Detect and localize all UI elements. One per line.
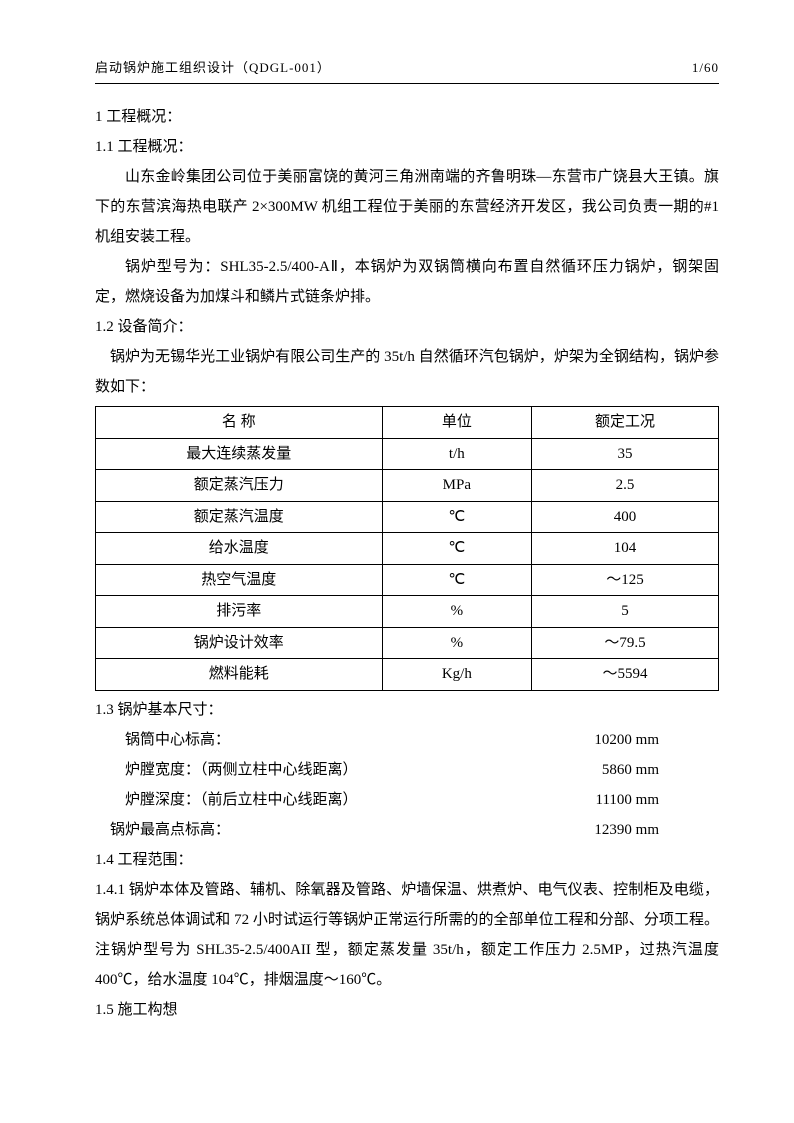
cell-unit: MPa: [382, 470, 532, 502]
header-page-number: 1/60: [692, 55, 719, 81]
cell-val: ～125: [532, 564, 719, 596]
cell-name: 锅炉设计效率: [96, 627, 383, 659]
table-row: 额定蒸汽温度℃400: [96, 501, 719, 533]
section-1-3-title: 1.3 锅炉基本尺寸：: [95, 695, 719, 725]
dimension-row: 锅筒中心标高： 10200 mm: [95, 725, 719, 755]
cell-unit: ℃: [382, 533, 532, 565]
cell-name: 额定蒸汽温度: [96, 501, 383, 533]
table-header-unit: 单位: [382, 407, 532, 439]
table-header-row: 名 称 单位 额定工况: [96, 407, 719, 439]
table-row: 额定蒸汽压力MPa2.5: [96, 470, 719, 502]
dimension-label: 炉膛宽度：（两侧立柱中心线距离）: [95, 755, 358, 785]
cell-val: 2.5: [532, 470, 719, 502]
dimension-row: 炉膛深度：（前后立柱中心线距离） 11100 mm: [95, 785, 719, 815]
dimension-value: 5860 mm: [602, 755, 719, 785]
table-header-name: 名 称: [96, 407, 383, 439]
table-row: 锅炉设计效率%～79.5: [96, 627, 719, 659]
paragraph-2: 锅炉型号为：SHL35-2.5/400-AⅡ，本锅炉为双锅筒横向布置自然循环压力…: [95, 252, 719, 312]
table-row: 最大连续蒸发量t/h35: [96, 438, 719, 470]
cell-name: 燃料能耗: [96, 659, 383, 691]
cell-val: 5: [532, 596, 719, 628]
page: 启动锅炉施工组织设计（QDGL-001） 1/60 1 工程概况： 1.1 工程…: [0, 0, 794, 1075]
cell-name: 额定蒸汽压力: [96, 470, 383, 502]
section-1-title: 1 工程概况：: [95, 102, 719, 132]
dimension-value: 12390 mm: [594, 815, 719, 845]
dimension-label: 锅炉最高点标高：: [95, 815, 230, 845]
dimension-row: 炉膛宽度：（两侧立柱中心线距离） 5860 mm: [95, 755, 719, 785]
section-1-4-title: 1.4 工程范围：: [95, 845, 719, 875]
cell-unit: t/h: [382, 438, 532, 470]
table-row: 排污率%5: [96, 596, 719, 628]
dimension-value: 10200 mm: [594, 725, 719, 755]
cell-val: 400: [532, 501, 719, 533]
table-row: 给水温度℃104: [96, 533, 719, 565]
dimension-label: 炉膛深度：（前后立柱中心线距离）: [95, 785, 358, 815]
dimension-value: 11100 mm: [596, 785, 719, 815]
dimension-label: 锅筒中心标高：: [95, 725, 230, 755]
cell-name: 热空气温度: [96, 564, 383, 596]
cell-unit: ℃: [382, 564, 532, 596]
section-1-4-1: 1.4.1 锅炉本体及管路、辅机、除氧器及管路、炉墙保温、烘煮炉、电气仪表、控制…: [95, 875, 719, 995]
cell-unit: %: [382, 596, 532, 628]
cell-val: 104: [532, 533, 719, 565]
page-header: 启动锅炉施工组织设计（QDGL-001） 1/60: [95, 55, 719, 84]
cell-unit: ℃: [382, 501, 532, 533]
cell-name: 排污率: [96, 596, 383, 628]
dimension-row: 锅炉最高点标高： 12390 mm: [95, 815, 719, 845]
section-1-5-title: 1.5 施工构想: [95, 995, 719, 1025]
table-row: 热空气温度℃～125: [96, 564, 719, 596]
header-title: 启动锅炉施工组织设计（QDGL-001）: [95, 55, 331, 81]
cell-name: 给水温度: [96, 533, 383, 565]
spec-table: 名 称 单位 额定工况 最大连续蒸发量t/h35 额定蒸汽压力MPa2.5 额定…: [95, 406, 719, 691]
paragraph-1: 山东金岭集团公司位于美丽富饶的黄河三角洲南端的齐鲁明珠—东营市广饶县大王镇。旗下…: [95, 162, 719, 252]
cell-val: ～79.5: [532, 627, 719, 659]
paragraph-3: 锅炉为无锡华光工业锅炉有限公司生产的 35t/h 自然循环汽包锅炉，炉架为全钢结…: [95, 342, 719, 402]
cell-unit: Kg/h: [382, 659, 532, 691]
cell-val: 35: [532, 438, 719, 470]
section-1-1-title: 1.1 工程概况：: [95, 132, 719, 162]
table-row: 燃料能耗Kg/h～5594: [96, 659, 719, 691]
section-1-2-title: 1.2 设备简介：: [95, 312, 719, 342]
cell-unit: %: [382, 627, 532, 659]
table-header-val: 额定工况: [532, 407, 719, 439]
cell-name: 最大连续蒸发量: [96, 438, 383, 470]
cell-val: ～5594: [532, 659, 719, 691]
